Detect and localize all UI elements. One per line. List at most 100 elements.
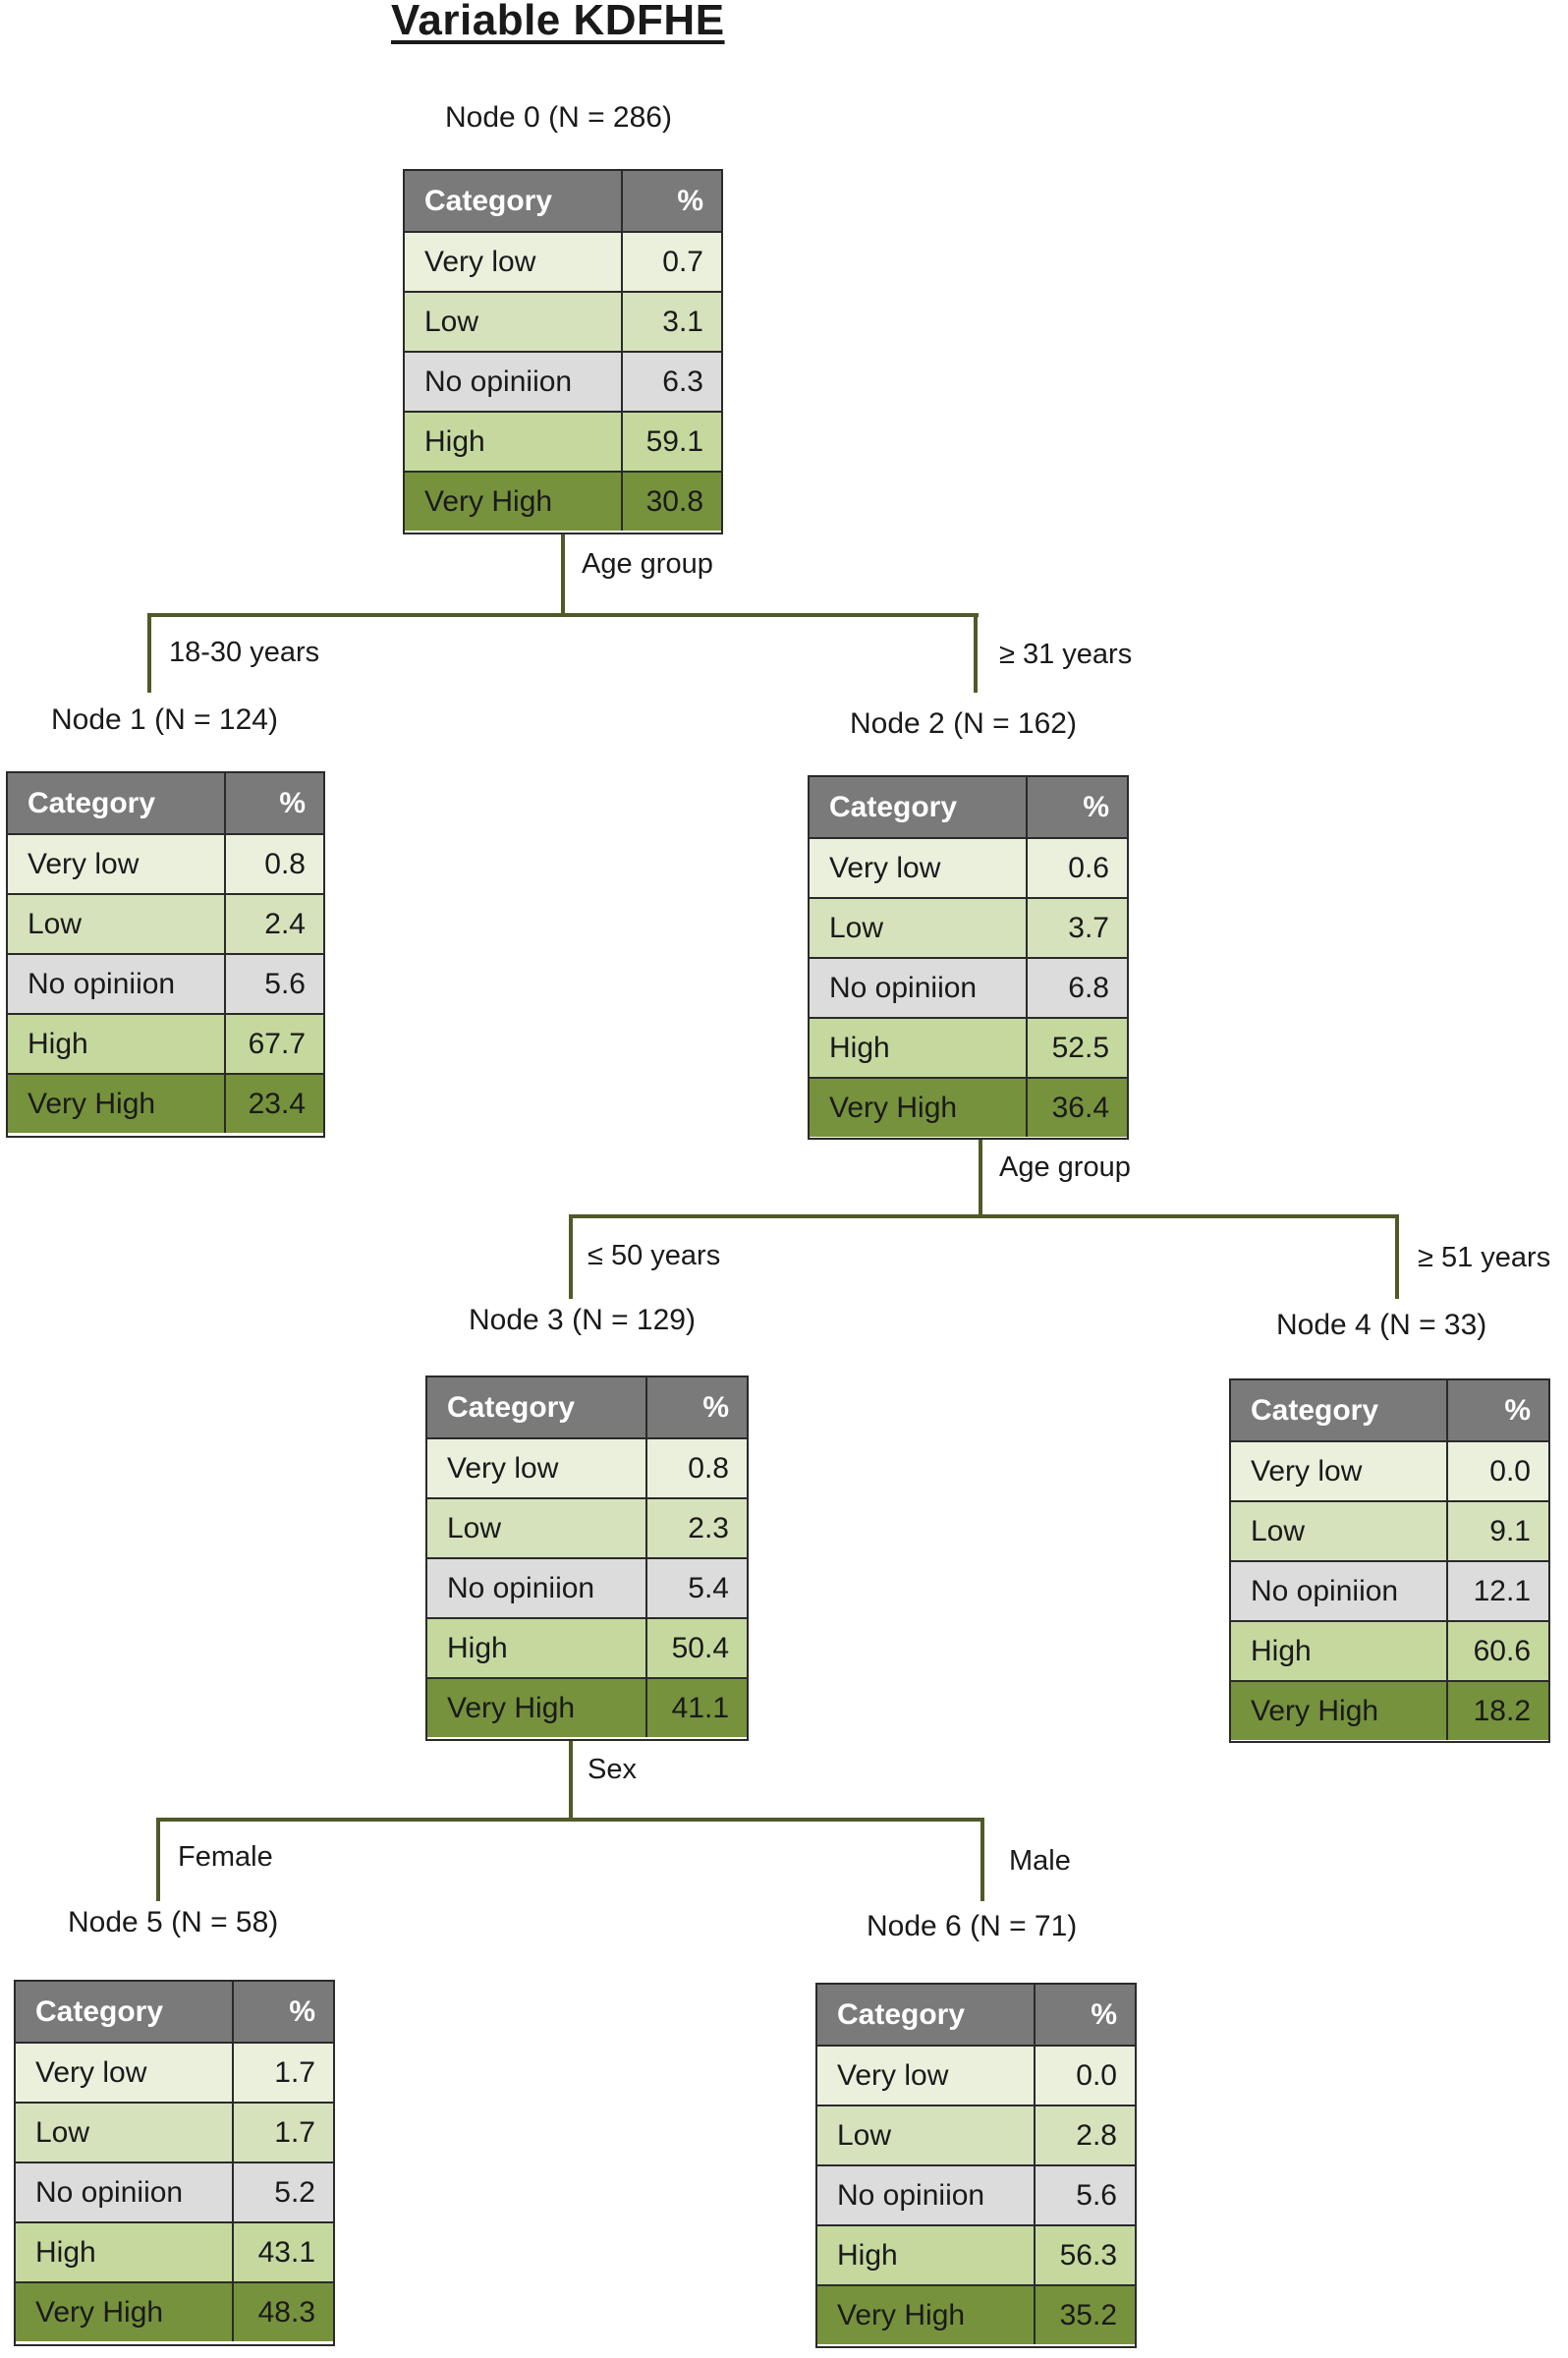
percent-cell: 5.6 — [1076, 2178, 1117, 2212]
table-header-row: Category% — [16, 1982, 333, 2042]
table-row: Very low 1.7 — [16, 2042, 333, 2102]
table-row: Very High 48.3 — [16, 2281, 333, 2341]
split-right-1: ≥ 51 years — [1418, 1242, 1551, 1273]
percent-cell: 60.6 — [1473, 1634, 1531, 1667]
table-header-row: Category% — [8, 773, 323, 833]
table-row: High 67.7 — [8, 1013, 323, 1073]
percent-cell: 0.8 — [264, 847, 306, 880]
category-cell: Very High — [405, 473, 623, 531]
split-variable-0: Age group — [582, 548, 713, 580]
percent-cell: 35.2 — [1059, 2298, 1117, 2331]
category-cell: High — [817, 2226, 1036, 2284]
table-header-row: Category% — [810, 777, 1127, 837]
category-cell: High — [427, 1619, 647, 1677]
table-row: No opiniion 12.1 — [1231, 1560, 1548, 1620]
category-cell: Very High — [1231, 1682, 1448, 1740]
node-5-label: Node 5 (N = 58) — [68, 1906, 279, 1938]
percent-cell: 2.4 — [264, 907, 306, 940]
percent-cell: 5.2 — [274, 2175, 315, 2209]
table-row: No opiniion 5.2 — [16, 2162, 333, 2221]
percent-cell: 5.6 — [264, 967, 306, 1000]
table-row: High 52.5 — [810, 1017, 1127, 1077]
header-category: Category — [810, 777, 1028, 837]
header-percent: % — [702, 1390, 729, 1424]
node-4-label: Node 4 (N = 33) — [1276, 1309, 1487, 1341]
node-6-label: Node 6 (N = 71) — [867, 1910, 1078, 1942]
connector-drop-node5 — [156, 1818, 160, 1901]
category-cell: Very High — [810, 1079, 1028, 1137]
header-percent: % — [279, 786, 306, 819]
table-row: High 43.1 — [16, 2221, 333, 2281]
table-row: No opiniion 5.6 — [817, 2164, 1135, 2224]
header-category: Category — [427, 1377, 647, 1437]
category-cell: High — [8, 1015, 226, 1073]
split-left-1: ≤ 50 years — [588, 1240, 721, 1271]
table-row: Low 3.1 — [405, 291, 721, 351]
node-0-table: Category% Very low 0.7 Low 3.1 No opiniion 6.3… — [403, 169, 723, 534]
category-cell: Very High — [817, 2286, 1036, 2344]
connector-stem-2 — [569, 1740, 573, 1822]
node-2-table: Category% Very low 0.6 Low 3.7 No opiniion 6.8… — [808, 775, 1129, 1140]
percent-cell: 67.7 — [248, 1027, 306, 1060]
category-cell: No opiniion — [1231, 1562, 1448, 1620]
percent-cell: 18.2 — [1473, 1694, 1531, 1727]
connector-drop-node1 — [147, 613, 151, 693]
percent-cell: 0.0 — [1489, 1454, 1531, 1488]
connector-drop-node4 — [1395, 1214, 1399, 1299]
category-cell: Very High — [8, 1075, 226, 1133]
node-2-label: Node 2 (N = 162) — [850, 707, 1077, 740]
percent-cell: 2.3 — [688, 1511, 729, 1544]
percent-cell: 6.8 — [1068, 971, 1109, 1004]
connector-stem-1 — [979, 1139, 982, 1218]
connector-drop-node2 — [974, 613, 978, 693]
header-percent: % — [1504, 1393, 1531, 1427]
table-row: Very High 35.2 — [817, 2284, 1135, 2344]
header-category: Category — [405, 171, 623, 231]
table-header-row: Category% — [817, 1985, 1135, 2045]
category-cell: No opiniion — [16, 2163, 234, 2221]
split-variable-2: Sex — [588, 1754, 637, 1785]
table-row: High 60.6 — [1231, 1620, 1548, 1680]
percent-cell: 0.8 — [688, 1451, 729, 1485]
category-cell: No opiniion — [405, 353, 623, 411]
percent-cell: 0.0 — [1076, 2058, 1117, 2092]
percent-cell: 59.1 — [645, 424, 703, 458]
category-cell: Low — [817, 2106, 1036, 2164]
connector-stem-0 — [561, 533, 565, 617]
table-header-row: Category% — [1231, 1380, 1548, 1440]
category-cell: High — [405, 413, 623, 471]
node-3-label: Node 3 (N = 129) — [469, 1304, 696, 1336]
table-row: Low 1.7 — [16, 2102, 333, 2162]
table-row: No opiniion 5.4 — [427, 1557, 747, 1617]
percent-cell: 48.3 — [257, 2295, 315, 2329]
percent-cell: 12.1 — [1473, 1574, 1531, 1607]
split-left-2: Female — [178, 1841, 273, 1873]
percent-cell: 41.1 — [671, 1691, 729, 1724]
connector-bar-0 — [147, 613, 979, 617]
category-cell: Low — [8, 895, 226, 953]
percent-cell: 0.6 — [1068, 851, 1109, 884]
table-row: No opiniion 6.3 — [405, 351, 721, 411]
percent-cell: 9.1 — [1489, 1514, 1531, 1547]
header-category: Category — [1231, 1380, 1448, 1440]
percent-cell: 50.4 — [671, 1631, 729, 1664]
category-cell: Very low — [427, 1439, 647, 1497]
percent-cell: 1.7 — [274, 2055, 315, 2089]
table-row: Very low 0.0 — [817, 2045, 1135, 2105]
percent-cell: 23.4 — [248, 1087, 306, 1120]
connector-drop-node3 — [569, 1214, 573, 1299]
category-cell: No opiniion — [810, 959, 1028, 1017]
table-row: Low 2.8 — [817, 2105, 1135, 2164]
table-header-row: Category% — [427, 1377, 747, 1437]
category-cell: No opiniion — [427, 1559, 647, 1617]
category-cell: No opiniion — [8, 955, 226, 1013]
category-cell: Low — [810, 899, 1028, 957]
header-category: Category — [817, 1985, 1036, 2045]
table-row: Low 2.3 — [427, 1497, 747, 1557]
table-row: Very low 0.8 — [8, 833, 323, 893]
table-row: High 50.4 — [427, 1617, 747, 1677]
table-row: High 59.1 — [405, 411, 721, 471]
percent-cell: 56.3 — [1059, 2238, 1117, 2272]
header-percent: % — [1091, 1997, 1117, 2031]
percent-cell: 43.1 — [257, 2235, 315, 2269]
